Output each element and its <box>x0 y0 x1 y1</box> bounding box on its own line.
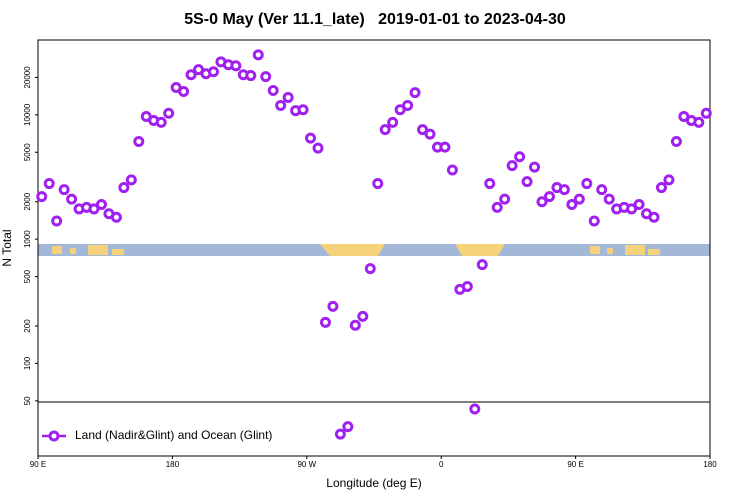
point <box>670 136 682 148</box>
point <box>312 142 324 154</box>
point <box>566 198 578 210</box>
x-tick-label: 180 <box>166 460 180 469</box>
plot-frame <box>37 39 711 457</box>
point <box>275 99 287 111</box>
point <box>342 421 354 433</box>
y-axis-label: N Total <box>0 229 14 266</box>
point <box>626 203 638 215</box>
x-axis-label: Longitude (deg E) <box>326 476 421 490</box>
point <box>110 211 122 223</box>
point <box>543 191 555 203</box>
point <box>349 319 361 331</box>
legend-marker <box>48 430 60 442</box>
point <box>506 160 518 172</box>
point <box>305 132 317 144</box>
point <box>536 196 548 208</box>
point <box>178 86 190 98</box>
point <box>648 211 660 223</box>
point <box>88 203 100 215</box>
point <box>319 316 331 328</box>
point <box>581 178 593 190</box>
y-tick-label: 2000 <box>23 192 32 210</box>
point <box>514 151 526 163</box>
y-tick-label: 500 <box>23 269 32 283</box>
x-tick-label: 0 <box>439 460 444 469</box>
point <box>655 182 667 194</box>
point <box>588 215 600 227</box>
y-tick-label: 100 <box>23 356 32 370</box>
point <box>603 193 615 205</box>
map-strip <box>38 244 710 256</box>
point <box>155 116 167 128</box>
x-tick-label: 90 E <box>567 460 583 469</box>
point <box>364 263 376 275</box>
point <box>267 84 279 96</box>
point <box>245 70 257 82</box>
point <box>230 60 242 72</box>
point <box>409 87 421 99</box>
point <box>596 184 608 196</box>
point <box>334 428 346 440</box>
x-tick-label: 180 <box>703 460 717 469</box>
point <box>125 174 137 186</box>
y-tick-label: 5000 <box>23 143 32 161</box>
point <box>476 259 488 271</box>
point <box>260 71 272 83</box>
point <box>118 182 130 194</box>
point <box>327 300 339 312</box>
point <box>402 99 414 111</box>
point <box>282 91 294 103</box>
point <box>484 178 496 190</box>
point <box>439 141 451 153</box>
point <box>424 128 436 140</box>
y-tick-label: 50 <box>23 396 32 405</box>
point <box>529 161 541 173</box>
point <box>461 280 473 292</box>
y-tick-label: 20000 <box>23 66 32 89</box>
point <box>700 107 712 119</box>
point <box>573 193 585 205</box>
point <box>693 116 705 128</box>
point <box>51 215 63 227</box>
point <box>521 176 533 188</box>
point <box>252 49 264 61</box>
point <box>133 136 145 148</box>
y-tick-label: 1000 <box>23 230 32 248</box>
x-tick-label: 90 W <box>297 460 316 469</box>
point <box>297 104 309 116</box>
point <box>663 174 675 186</box>
point <box>43 178 55 190</box>
legend-label: Land (Nadir&Glint) and Ocean (Glint) <box>75 428 272 442</box>
point <box>633 198 645 210</box>
point <box>66 193 78 205</box>
point <box>372 178 384 190</box>
x-tick-label: 90 E <box>30 460 46 469</box>
point <box>558 184 570 196</box>
point <box>36 191 48 203</box>
point <box>95 198 107 210</box>
point <box>379 124 391 136</box>
point <box>469 403 481 415</box>
chart-title: 5S-0 May (Ver 11.1_late) 2019-01-01 to 2… <box>184 11 566 28</box>
point <box>417 124 429 136</box>
y-tick-label: 200 <box>23 319 32 333</box>
point <box>207 66 219 78</box>
point <box>185 69 197 81</box>
point <box>357 310 369 322</box>
point <box>491 201 503 213</box>
point <box>499 193 511 205</box>
point <box>58 184 70 196</box>
point <box>446 164 458 176</box>
point <box>387 116 399 128</box>
y-tick-label: 10000 <box>23 103 32 126</box>
point <box>163 107 175 119</box>
